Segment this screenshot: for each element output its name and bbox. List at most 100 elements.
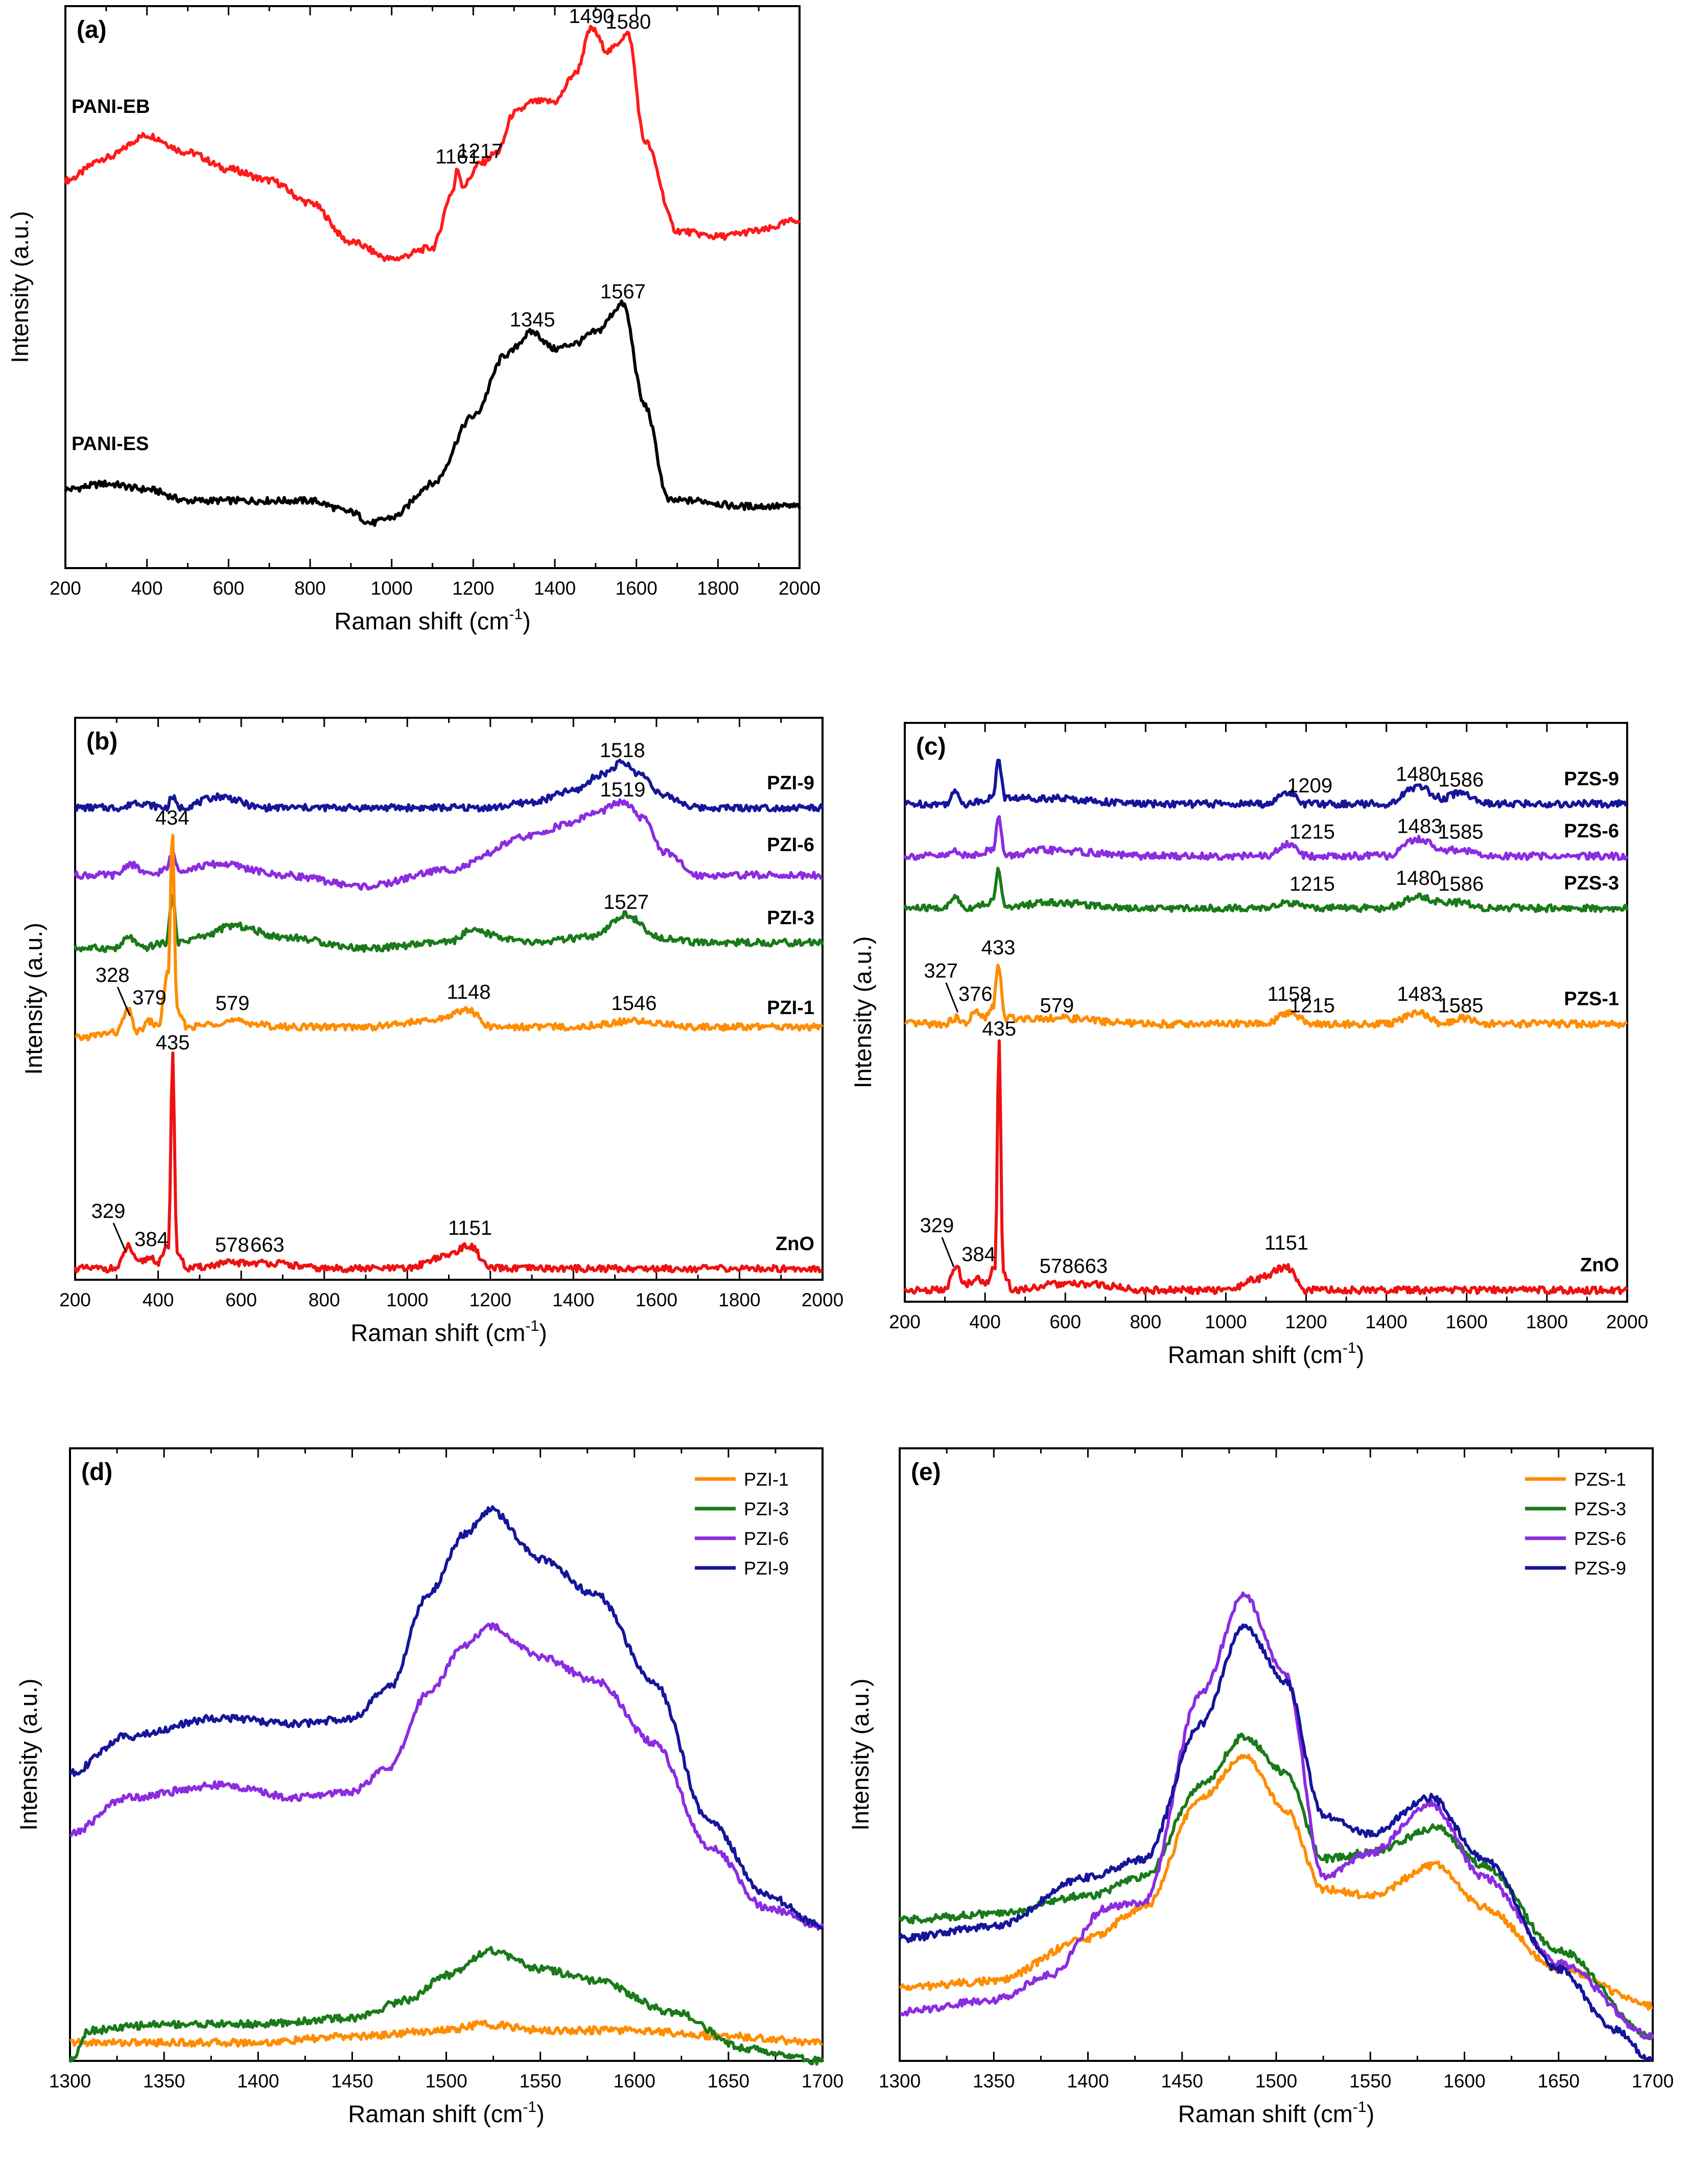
series-label: PZI-3 [767, 907, 814, 929]
x-tick-label: 1400 [1067, 2071, 1109, 2092]
peak-annotation: 1158 [1268, 983, 1311, 1005]
peak-annotation: 579 [216, 992, 250, 1015]
x-tick-label: 1600 [636, 1289, 677, 1310]
peak-annotation: 1215 [1289, 821, 1335, 843]
legend-label: PZI-3 [744, 1498, 789, 1519]
peak-annotation: 384 [961, 1243, 996, 1266]
peak-annotation: 1151 [1264, 1232, 1308, 1254]
peak-annotation: 329 [91, 1200, 126, 1223]
series-label: ZnO [1580, 1255, 1619, 1276]
series-label: PANI-ES [72, 433, 149, 455]
x-tick-label: 1200 [1285, 1311, 1327, 1332]
peak-annotation: 1580 [605, 11, 651, 33]
x-tick-label: 1800 [718, 1289, 760, 1310]
x-tick-label: 1550 [1349, 2071, 1391, 2092]
peak-annotation: 433 [981, 936, 1016, 959]
series-label: PZI-6 [767, 834, 814, 856]
x-tick-label: 1450 [331, 2071, 373, 2092]
series-label: PZS-9 [1564, 768, 1619, 790]
peak-annotation: 329 [920, 1214, 954, 1237]
annotation-leader-line [941, 1237, 955, 1267]
peak-annotation: 578 [1040, 1255, 1074, 1277]
annotation-leader-line [116, 987, 131, 1016]
y-axis-label: Intensity (a.u.) [15, 1679, 42, 1831]
panel-e: 1300 1350 1400 1450 1500 1550 1600 1650 1700 Rama… [847, 1447, 1674, 2127]
panel-a: 200 400 600 800 1000 1200 1400 1600 1800 2000 Rama… [6, 5, 820, 635]
panel-label: (c) [916, 733, 946, 760]
series-line-pzi-9 [75, 759, 824, 813]
peak-annotation: 376 [958, 983, 993, 1005]
peak-annotation: 1480 [1396, 763, 1441, 785]
series-line-pzi-9 [69, 1505, 824, 1930]
panel-label: (a) [77, 16, 107, 43]
peak-annotation: 1546 [612, 992, 657, 1015]
legend-label: PZS-3 [1574, 1498, 1626, 1519]
peak-annotation: 1490 [569, 5, 614, 28]
legend-label: PZI-1 [744, 1469, 789, 1490]
series-label: PZS-6 [1564, 820, 1619, 842]
x-tick-label: 1650 [708, 2071, 749, 2092]
peak-annotation: 1483 [1397, 983, 1442, 1005]
peak-annotation: 1483 [1397, 815, 1442, 837]
peak-annotation: 663 [250, 1234, 285, 1256]
x-tick-label: 1000 [1205, 1311, 1247, 1332]
x-tick-label: 1300 [49, 2071, 91, 2092]
panel-b: 200 400 600 800 1000 1200 1400 1600 1800 2000 Rama… [20, 717, 843, 1346]
x-tick-label: 800 [294, 578, 326, 599]
x-tick-label: 800 [309, 1289, 340, 1310]
peak-annotation: 435 [982, 1018, 1016, 1040]
series-line-pzi-3 [68, 1946, 824, 2066]
x-tick-label: 1800 [1526, 1311, 1568, 1332]
peak-annotation: 1151 [448, 1217, 492, 1239]
series-label: PZS-3 [1564, 873, 1619, 894]
x-tick-label: 1200 [452, 578, 494, 599]
series-line-pzs-3 [898, 1732, 1654, 2040]
peak-annotation: 327 [924, 960, 958, 982]
x-tick-label: 1200 [470, 1289, 511, 1310]
x-axis-label: Raman shift (cm-1) [1168, 1340, 1364, 1368]
peak-annotation: 1217 [457, 140, 503, 162]
peak-annotation: 1585 [1438, 821, 1484, 843]
x-tick-label: 2000 [1606, 1311, 1648, 1332]
peak-annotation: 1161 [435, 146, 479, 168]
series-line-pani-eb [64, 25, 801, 262]
peak-annotation: 1567 [600, 280, 646, 303]
x-tick-label: 600 [1049, 1311, 1081, 1332]
x-tick-label: 1600 [1446, 1311, 1488, 1332]
x-tick-label: 1000 [386, 1289, 428, 1310]
plot-frame [899, 1447, 1654, 2062]
panel-label: (d) [81, 1459, 112, 1486]
series-line-pzs-1 [899, 1753, 1653, 2011]
peak-annotation: 579 [1040, 995, 1074, 1017]
series-label: PZS-1 [1564, 989, 1619, 1010]
y-axis-label: Intensity (a.u.) [849, 936, 876, 1089]
x-tick-label: 200 [59, 1289, 91, 1310]
peak-annotation: 328 [96, 964, 130, 987]
x-tick-label: 600 [225, 1289, 257, 1310]
x-tick-label: 1700 [1632, 2071, 1674, 2092]
x-tick-label: 2000 [802, 1289, 843, 1310]
series-line-pani-es [64, 299, 801, 527]
x-axis-label: Raman shift (cm-1) [1178, 2099, 1374, 2127]
series-line-pzs-9 [898, 1623, 1654, 2062]
peak-annotation: 1585 [1438, 995, 1484, 1017]
legend-label: PZS-6 [1574, 1528, 1626, 1549]
x-tick-label: 1300 [879, 2071, 921, 2092]
peak-annotation: 435 [156, 1031, 190, 1054]
series-line-pzi-1 [75, 834, 824, 1042]
series-line-pzi-1 [69, 2019, 824, 2048]
x-tick-label: 200 [50, 578, 81, 599]
plot-frame [904, 722, 1628, 1303]
x-tick-label: 400 [143, 1289, 174, 1310]
panel-d: 1300 1350 1400 1450 1500 1550 1600 1650 1700 Rama… [15, 1447, 843, 2127]
panel-label: (b) [86, 728, 118, 755]
series-line-zno [903, 1039, 1629, 1296]
series-label: PZI-1 [767, 997, 814, 1019]
series-line-pzs-6 [899, 1591, 1654, 2040]
series-label: ZnO [776, 1233, 814, 1255]
peak-annotation: 1519 [600, 779, 646, 801]
x-tick-label: 600 [213, 578, 244, 599]
panel-label: (e) [911, 1459, 941, 1486]
x-tick-label: 1450 [1161, 2071, 1203, 2092]
x-tick-label: 2000 [779, 578, 820, 599]
